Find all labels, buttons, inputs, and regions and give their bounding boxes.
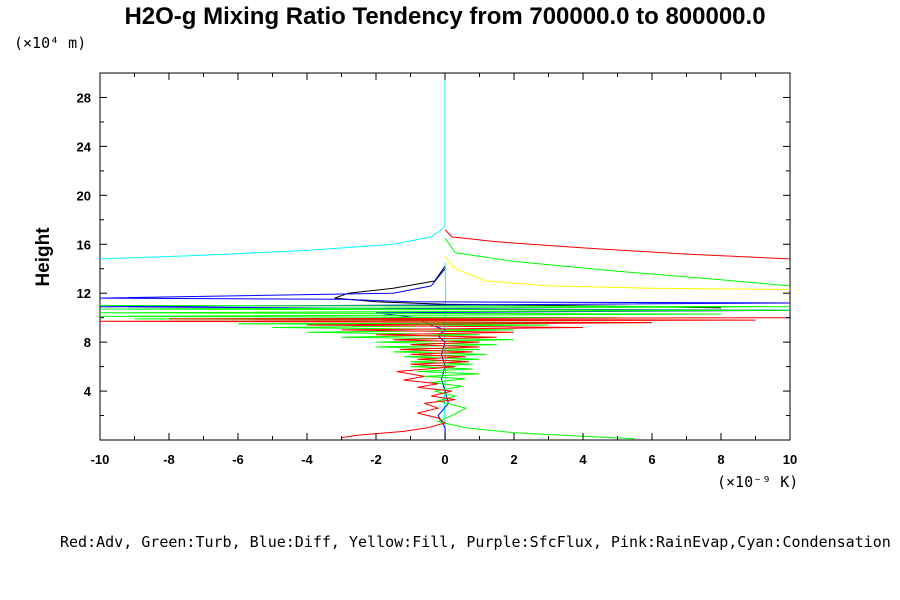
x-tick-label: -2 — [370, 452, 382, 467]
y-tick-label: 24 — [77, 139, 92, 154]
series-layer — [99, 73, 791, 441]
chart-title: H2O-g Mixing Ratio Tendency from 700000.… — [124, 3, 765, 30]
x-tick-label: 0 — [441, 452, 448, 467]
y-tick-label: 4 — [84, 384, 92, 399]
series-line-0 — [99, 73, 446, 260]
legend-text: Red:Adv, Green:Turb, Blue:Diff, Yellow:F… — [60, 533, 891, 551]
y-tick-labels: 4 8 12 16 20 24 28 — [77, 90, 92, 399]
series-line-7 — [99, 317, 791, 439]
x-tick-label: 2 — [510, 452, 517, 467]
y-axis-label: Height — [33, 227, 54, 287]
y-tick-label: 12 — [77, 286, 91, 301]
series-line-1 — [444, 229, 791, 260]
tick-layer — [99, 73, 791, 440]
x-tick-label: 6 — [648, 452, 655, 467]
series-line-2 — [444, 237, 791, 287]
x-tick-label: 10 — [783, 452, 797, 467]
series-line-3 — [444, 256, 791, 290]
y-tick-label: 16 — [77, 237, 91, 252]
x-tick-label: -6 — [232, 452, 244, 467]
y-tick-label: 20 — [77, 188, 91, 203]
y-axis-scale-label: (×10⁴ m) — [14, 34, 86, 52]
x-tick-label: -10 — [91, 452, 110, 467]
series-line-4 — [334, 266, 722, 309]
x-tick-label: -8 — [163, 452, 175, 467]
y-tick-label: 28 — [77, 90, 91, 105]
x-tick-label: 8 — [717, 452, 724, 467]
y-tick-label: 8 — [84, 335, 91, 350]
x-tick-label: -4 — [301, 452, 313, 467]
x-tick-labels: -10 -8 -6 -4 -2 0 2 4 6 8 10 — [91, 452, 798, 467]
series-line-6 — [99, 304, 791, 440]
x-tick-label: 4 — [579, 452, 587, 467]
x-axis-scale-label: (×10⁻⁹ K) — [717, 473, 798, 491]
